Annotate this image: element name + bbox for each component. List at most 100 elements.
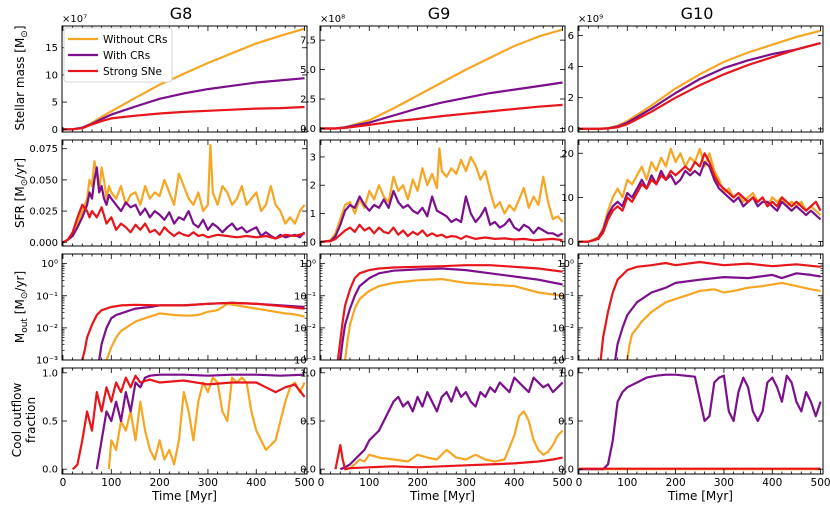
x-tick-label: 500	[811, 477, 830, 489]
axes-frame	[319, 139, 566, 247]
panel-g9-stellar-mass: 0.0 2.5 5.0 7.5 ×10⁸	[300, 14, 566, 135]
series-line-with-crs	[579, 373, 822, 471]
scale-multiplier: ×10⁷	[62, 14, 87, 25]
panel-g9-sfr: 0 1 2 3	[310, 139, 566, 248]
series-line-strong-sne	[71, 374, 306, 471]
axes-frame	[577, 25, 824, 133]
row-labels: Stellar mass [M⊙] SFR [M⊙/yr] Mout [M⊙/y…	[10, 25, 38, 457]
y-tick-label: 10⁻¹	[294, 291, 316, 302]
sun-symbol: ⊙	[20, 30, 30, 38]
y-tick-label: 10⁻¹	[552, 291, 574, 302]
x-tick-label: 100	[101, 477, 121, 489]
axes-frame	[319, 25, 566, 133]
y-tick-label: 0.0	[558, 465, 574, 476]
y-tick-label: 1.0	[42, 368, 58, 379]
y-tick-label: 0	[52, 125, 58, 136]
x-tick-label: 200	[666, 477, 686, 489]
y-tick-label: 6	[568, 31, 574, 42]
x-tick-label: 100	[359, 477, 379, 489]
y-tick-label: 10⁰	[41, 259, 58, 270]
y-tick-label: 3	[310, 152, 316, 163]
y-tick-label: 0.5	[300, 417, 316, 428]
scale-multiplier: ×10⁸	[320, 14, 345, 25]
axes-frame	[61, 253, 308, 361]
x-tick-label: 0	[60, 477, 67, 489]
column-titles: G8 G9 G10	[170, 4, 714, 23]
y-tick-label: 10⁻¹	[36, 291, 58, 302]
legend-frame	[63, 27, 173, 83]
x-tick-label: 400	[762, 477, 782, 489]
panel-g8-sfr: 0.000 0.025 0.050 0.075	[29, 139, 308, 249]
row-label-outflow: Mout [M⊙/yr]	[13, 271, 30, 343]
row-label-sfr-text: SFR [M	[13, 186, 27, 228]
y-tick-label: 2	[310, 181, 316, 192]
y-tick-label: 0.0	[300, 465, 316, 476]
axes-frame	[577, 139, 824, 247]
panel-g8-cool-outflow-fraction: 0 100 200 300 400 500 Time [Myr] 0.0 0.5 1.0	[42, 367, 315, 503]
legend-label-without-crs: Without CRs	[103, 34, 167, 46]
series-line-with-crs	[321, 81, 563, 130]
y-tick-label: 4	[568, 62, 574, 73]
y-tick-label: 0.050	[29, 175, 58, 186]
y-tick-label: 0.5	[42, 417, 58, 428]
x-tick-label: 500	[295, 477, 315, 489]
x-axis-label: Time [Myr]	[409, 489, 475, 503]
series-line-strong-sne	[579, 152, 822, 243]
y-tick-label: 0	[310, 237, 316, 248]
series-line-without-crs	[344, 410, 564, 471]
y-tick-label: 0	[568, 124, 574, 135]
row-label-sfr: SFR [M⊙/yr]	[13, 158, 30, 228]
y-tick-label: 0.075	[29, 144, 58, 155]
series-line-strong-sne	[334, 444, 563, 471]
scale-multiplier: ×10⁹	[578, 14, 603, 25]
x-tick-label: 400	[246, 477, 266, 489]
series-line-with-crs	[339, 376, 564, 471]
series-line-strong-sne	[579, 42, 821, 130]
series-line-with-crs	[320, 189, 564, 243]
x-tick-label: 200	[408, 477, 428, 489]
y-tick-label: 7.5	[300, 36, 316, 47]
series-line-strong-sne	[321, 103, 563, 130]
panel-g8-stellar-mass: 0 5 10 15 ×10⁷	[45, 14, 308, 136]
x-tick-label: 0	[576, 477, 583, 489]
y-tick-label: 10⁻³	[36, 356, 58, 367]
row-label-outflow-sub: out	[20, 318, 30, 333]
panel-g10-cool-outflow-fraction: 0 100 200 300 400 500 Time [Myr] 0.0 0.5 1.0	[558, 367, 830, 503]
x-tick-label: 300	[198, 477, 218, 489]
panel-g10-outflow-rate: 10⁻³ 10⁻² 10⁻¹ 10⁰	[552, 253, 824, 367]
y-tick-label: 10	[561, 193, 574, 204]
y-tick-label: 5	[52, 98, 58, 109]
series-line-strong-sne	[599, 260, 821, 360]
y-tick-label: 10⁰	[557, 259, 574, 270]
row-label-cool-1: Cool outflow	[10, 383, 24, 458]
x-axis-label: Time [Myr]	[667, 489, 733, 503]
axes-frame	[61, 139, 308, 247]
series-line-strong-sne	[336, 264, 563, 360]
column-title-g8: G8	[170, 4, 193, 23]
panel-g9-cool-outflow-fraction: 0 100 200 300 400 500 Time [Myr] 0.0 0.5 1.0	[300, 367, 573, 503]
series-line-with-crs	[339, 267, 563, 360]
y-tick-label: 2	[568, 93, 574, 104]
series-line-strong-sne	[62, 203, 305, 244]
series-line-without-crs	[62, 143, 306, 244]
y-tick-label: 10⁻³	[294, 356, 316, 367]
row-label-stellar-mass-text: Stellar mass [M	[13, 38, 27, 131]
y-tick-label: 0.0	[300, 124, 316, 135]
row-label-stellar-mass-close: ]	[13, 25, 27, 30]
series-line-strong-sne	[81, 301, 305, 360]
series-line-without-crs	[105, 302, 305, 360]
y-tick-label: 0.5	[558, 417, 574, 428]
y-tick-label: 0.0	[42, 465, 58, 476]
y-tick-label: 2.5	[300, 95, 316, 106]
sun-symbol: ⊙	[20, 179, 30, 187]
x-axis-label: Time [Myr]	[151, 489, 217, 503]
series-line-with-crs	[614, 272, 821, 360]
sun-symbol: ⊙	[20, 292, 30, 300]
axes-frame	[61, 25, 308, 133]
series-line-strong-sne	[63, 105, 305, 131]
y-tick-label: 10	[45, 70, 58, 81]
y-tick-label: 0.025	[29, 207, 58, 218]
y-tick-label: 20	[561, 149, 574, 160]
y-tick-label: 10⁰	[299, 259, 316, 270]
